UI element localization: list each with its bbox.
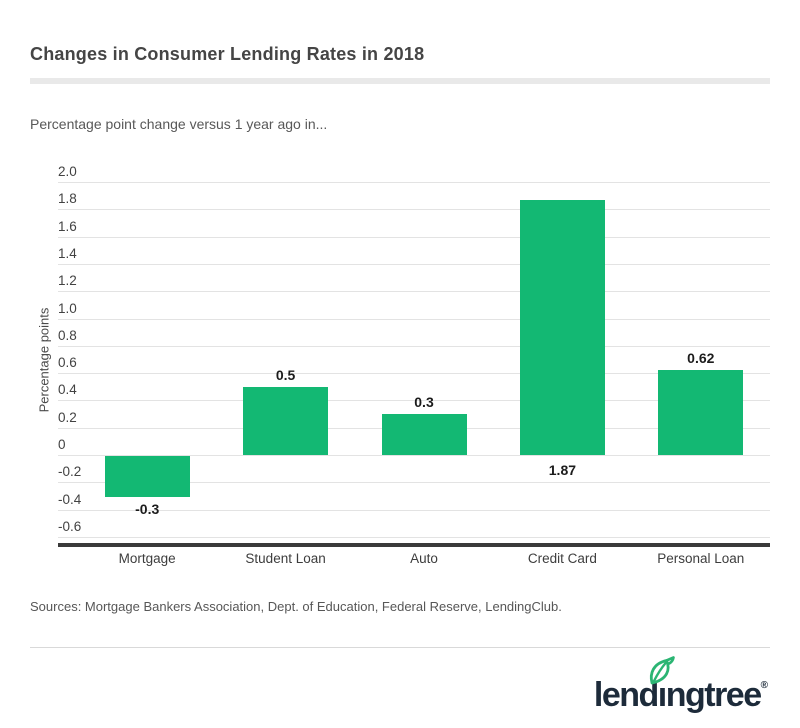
category-label: Personal Loan: [657, 551, 745, 566]
gridline: [58, 400, 770, 402]
gridline: [58, 536, 770, 538]
gridline: [58, 455, 770, 456]
y-tick-label: -0.6: [58, 518, 82, 534]
logo-text: lendıngtree®: [593, 676, 768, 714]
y-tick-label: 2.0: [58, 164, 77, 179]
y-tick-label: 0.6: [58, 355, 77, 371]
y-tick-label: 1.0: [58, 300, 77, 316]
chart-subtitle: Percentage point change versus 1 year ag…: [30, 116, 328, 132]
bar-value-label: 0.3: [414, 394, 434, 411]
bar-value-label: 1.87: [548, 462, 577, 478]
y-tick-label: 1.8: [58, 191, 77, 207]
gridline: [58, 291, 770, 293]
y-tick-label: 1.4: [58, 245, 77, 261]
gridline: [58, 263, 770, 265]
gridline: [58, 236, 770, 238]
title-divider: [30, 78, 770, 84]
bar: [658, 370, 744, 455]
footer-divider: [30, 647, 770, 648]
bar: [104, 456, 190, 497]
sources-text: Sources: Mortgage Bankers Association, D…: [30, 599, 562, 614]
y-tick-label: 0.2: [58, 409, 77, 425]
y-tick-label: -0.4: [58, 491, 82, 507]
gridline: [58, 509, 770, 511]
registered-mark: ®: [760, 680, 768, 691]
gridline: [58, 318, 770, 320]
y-tick-label: 1.6: [58, 218, 77, 234]
x-axis-line: [58, 543, 770, 547]
y-tick-label: -0.2: [58, 464, 82, 480]
lendingtree-logo: lendıngtree®: [594, 656, 768, 720]
bar: [381, 414, 467, 455]
bar-value-label: 0.5: [275, 366, 296, 383]
plot-area: 2.0 1.8 1.6 1.4 1.2 1.0 0.8 0.6 0.4 0.2 0 -0.2 -0.4 -…: [58, 164, 770, 566]
y-tick-label: 0.4: [58, 382, 77, 398]
gridline: [58, 345, 770, 347]
y-tick-label: 1.2: [58, 273, 77, 289]
gridline: [58, 182, 770, 183]
gridline: [58, 209, 770, 211]
gridline: [58, 482, 770, 484]
page-title: Changes in Consumer Lending Rates in 201…: [30, 44, 425, 64]
category-label: Student Loan: [245, 551, 326, 566]
bar: [519, 199, 605, 455]
bar-value-label: 0.62: [687, 350, 715, 367]
leaf-icon: [649, 656, 675, 685]
category-label: Auto: [410, 551, 438, 566]
y-tick-label: 0.8: [58, 327, 77, 343]
y-tick-label: 0: [58, 437, 66, 452]
category-label: Mortgage: [118, 551, 176, 566]
bar-value-label: -0.3: [135, 500, 160, 517]
bar: [243, 386, 329, 456]
category-label: Credit Card: [527, 551, 597, 566]
gridline: [58, 373, 770, 375]
